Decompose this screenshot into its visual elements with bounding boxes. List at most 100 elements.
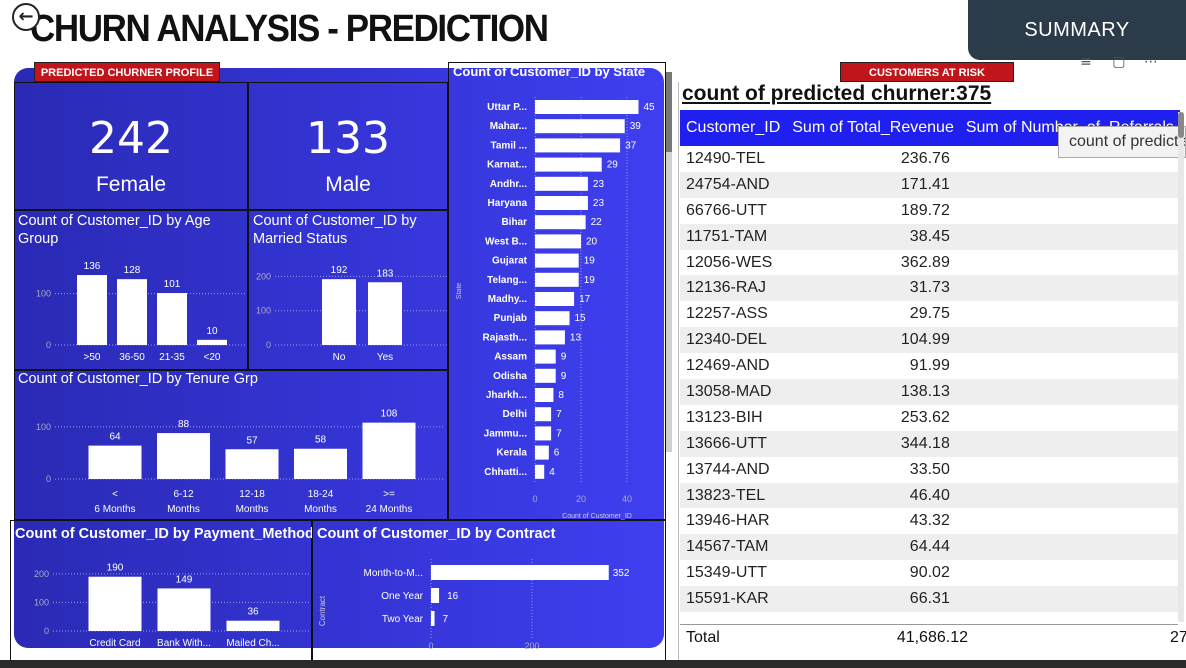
payment-method-chart[interactable]: Count of Customer_ID by Payment_Method 0… [10,520,314,662]
y-tick-label: Two Year [382,614,424,625]
revenue-cell: 46.40 [786,482,960,509]
table-row[interactable]: 13666-UTT 344.18 [680,430,1180,457]
more-options-icon[interactable]: ⋯ [1143,54,1158,70]
table-row[interactable]: 12136-RAJ 31.73 [680,275,1180,302]
y-axis-title: State [456,283,463,299]
data-label: 29 [607,160,619,171]
bar [197,339,227,345]
x-tick-label: 24 Months [366,504,413,515]
y-tick-label: Odisha [493,371,527,382]
data-label: 6 [554,448,560,459]
bar [535,368,556,383]
revenue-cell: 64.44 [786,534,960,561]
contract-chart-svg: 0 200 Contract Month-to-M... 352 One Year 16 Tw… [318,559,630,651]
customer-id-cell: 12136-RAJ [680,275,787,302]
x-tick-label: 0 [428,641,433,651]
referrals-cell [959,482,1180,509]
table-row[interactable]: 24754-AND 171.41 [680,171,1180,198]
age-chart-svg: 0 100 136 >50 128 36-50 101 21-35 10 <20 [36,261,245,363]
tenure-group-chart[interactable]: Count of Customer_ID by Tenure Grp 0 100 6… [14,370,448,520]
bar [225,449,279,479]
contract-chart[interactable]: Count of Customer_ID by Contract 0 200 Con… [312,520,666,662]
panel-scrollbar-thumb[interactable] [666,72,672,152]
data-label: 15 [575,313,587,324]
y-tick-label: Haryana [488,198,528,209]
data-label: 45 [644,102,656,113]
x-tick-label: 6-12 [173,489,193,500]
table-row[interactable]: 12340-DEL 104.99 [680,327,1180,354]
filter-icon[interactable]: ≡ [1080,54,1092,70]
customer-id-cell: 14567-TAM [680,534,787,561]
referrals-cell [959,301,1180,328]
table-row[interactable]: 11751-TAM 38.45 [680,223,1180,250]
focus-mode-icon[interactable]: ▢ [1112,54,1126,70]
x-tick-label: Months [236,504,269,515]
data-label: 7 [443,614,449,625]
table-row[interactable]: 13744-AND 33.50 [680,456,1180,483]
table-row[interactable]: 15591-KAR 66.31 [680,586,1180,613]
data-label: 13 [570,332,582,343]
state-chart-svg: 0 20 40 Count of Customer_ID State Uttar P...… [456,97,656,520]
data-label: 37 [625,140,637,151]
female-label: Female [95,173,167,196]
table-scrollbar-thumb[interactable] [1178,112,1184,138]
married-status-chart[interactable]: Count of Customer_ID by Married Status 0… [248,210,448,370]
page-title: CHURN ANALYSIS - PREDICTION [30,8,549,50]
table-row[interactable]: 13823-TEL 46.40 [680,482,1180,509]
table-row[interactable]: 13946-HAR 43.32 [680,508,1180,535]
customer-id-cell: 24754-AND [680,171,787,198]
customer-id-cell: 12340-DEL [680,327,787,354]
state-chart[interactable]: Count of Customer_ID by State 0 20 40 Count… [448,62,666,520]
referrals-cell [959,560,1180,587]
customer-id-cell: 12469-AND [680,353,787,380]
revenue-cell: 91.99 [786,353,960,380]
visual-header-icons[interactable]: ≡ ▢ ⋯ [1080,54,1158,70]
col-total-revenue[interactable]: Sum of Total_Revenue [786,110,960,146]
y-tick-label: 0 [46,474,51,484]
table-row[interactable]: 13123-BIH 253.62 [680,404,1180,431]
panel-scrollbar[interactable] [666,72,672,452]
x-tick-label: >50 [84,352,101,363]
bar [431,588,440,603]
bar [535,349,556,364]
bar [535,330,565,345]
age-group-chart[interactable]: Count of Customer_ID by Age Group 0 100 13… [14,210,248,370]
customer-id-cell: 13823-TEL [680,482,787,509]
referrals-cell [959,379,1180,405]
table-row[interactable]: 12056-WES 362.89 [680,249,1180,276]
bar [535,215,586,230]
male-kpi-card[interactable]: 133 Male [248,82,448,210]
payment-chart-title: Count of Customer_ID by Payment_Method [15,526,314,542]
age-chart-title: Count of Customer_ID by Age Group [18,213,211,247]
data-label: 190 [107,563,124,574]
table-scrollbar[interactable] [1178,112,1184,622]
table-row[interactable]: 66766-UTT 189.72 [680,197,1180,224]
referrals-cell [959,223,1180,250]
bar [535,292,575,306]
bar [535,311,570,326]
table-row[interactable]: 15349-UTT 90.02 [680,560,1180,587]
referrals-cell [959,508,1180,535]
tooltip: count of predicted churner [1058,126,1186,158]
table-row[interactable]: 13058-MAD 138.13 [680,379,1180,405]
data-label: 108 [381,409,398,420]
contract-chart-title: Count of Customer_ID by Contract [317,526,556,542]
female-kpi-card[interactable]: 242 Female [14,82,248,210]
y-tick-label: Month-to-M... [364,568,423,579]
revenue-cell: 236.76 [786,146,960,172]
col-customer-id[interactable]: Customer_ID [680,110,787,146]
revenue-cell: 33.50 [786,456,960,483]
total-referrals: 27 [1170,629,1186,646]
customers-at-risk-table[interactable]: Customer_ID Sum of Total_Revenue Sum of … [680,110,1180,613]
y-tick-label: 200 [256,271,271,281]
table-row[interactable]: 14567-TAM 64.44 [680,534,1180,561]
x-tick-label: <20 [204,352,221,363]
bar [431,565,609,580]
y-tick-label: 0 [266,340,271,350]
x-tick-label: Mailed Ch... [226,638,279,649]
table-row[interactable]: 12469-AND 91.99 [680,353,1180,380]
bar [88,576,142,631]
table-row[interactable]: 12257-ASS 29.75 [680,301,1180,328]
back-arrow-icon[interactable]: ← [12,3,40,31]
summary-button[interactable]: SUMMARY [968,0,1186,60]
